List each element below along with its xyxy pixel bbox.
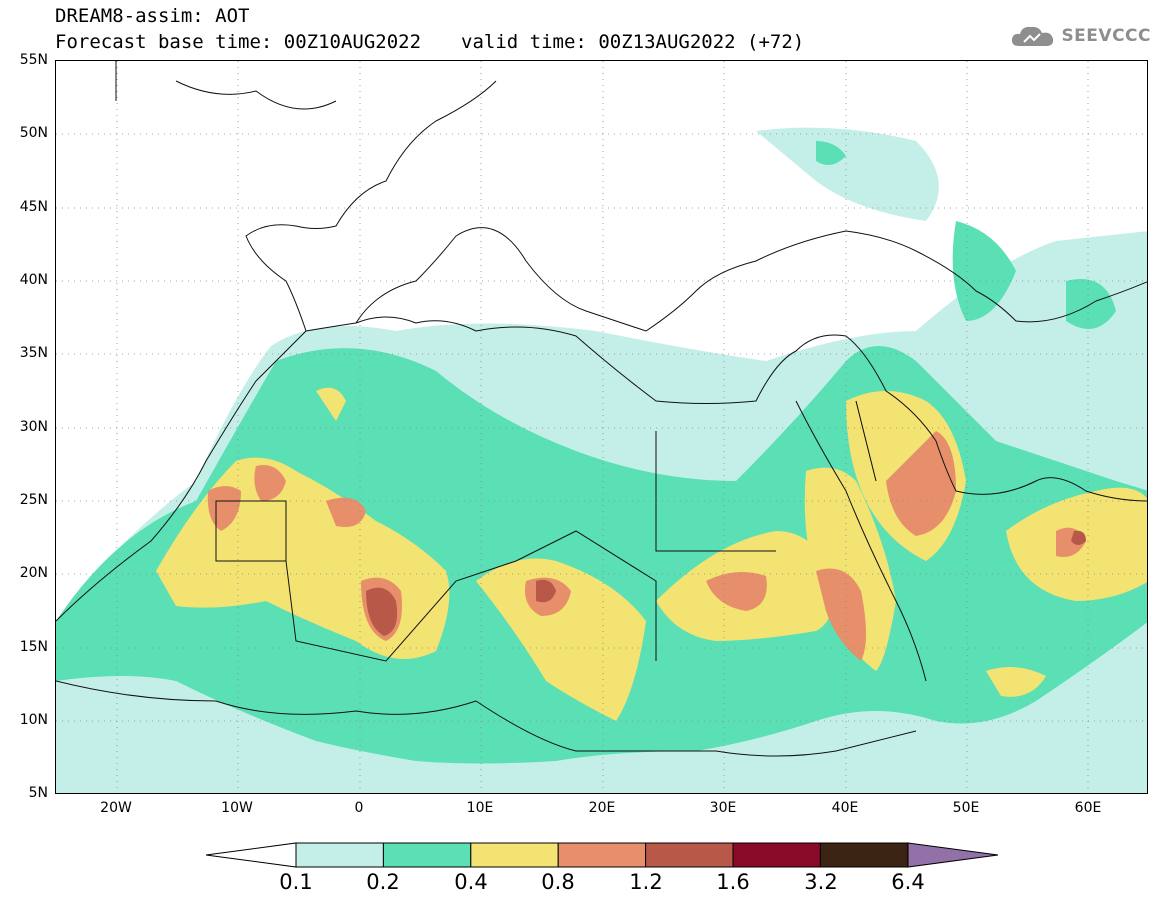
colorbar-box [645, 842, 734, 868]
aot-level-5 [366, 530, 1086, 636]
colorbar-level-label: 0.8 [541, 870, 575, 894]
lon-tick-label: 60E [1074, 800, 1102, 816]
lat-tick-label: 15N [19, 639, 48, 655]
lon-tick-label: 10W [221, 800, 253, 816]
colorbar-box [557, 842, 647, 868]
aot-map [55, 60, 1148, 794]
aot-colorbar [206, 842, 999, 868]
lat-tick-label: 50N [19, 125, 48, 141]
lat-tick-label: 25N [19, 492, 48, 508]
colorbar-upper-arrow [907, 842, 999, 868]
valid-time: valid time: 00Z13AUG2022 (+72) [461, 31, 805, 53]
colorbar-box [295, 842, 384, 868]
lat-tick-label: 10N [19, 712, 48, 728]
colorbar-box [382, 842, 472, 868]
colorbar-level-label: 0.1 [279, 870, 313, 894]
base-time: Forecast base time: 00Z10AUG2022 [55, 31, 422, 53]
colorbar-level-label: 0.4 [454, 870, 488, 894]
colorbar-level-label: 1.6 [716, 870, 750, 894]
colorbar-level-label: 6.4 [891, 870, 925, 894]
lat-tick-label: 55N [19, 52, 48, 68]
colorbar-lower-arrow [206, 842, 297, 868]
chart-title: DREAM8-assim: AOT [55, 5, 250, 27]
lat-tick-label: 45N [19, 199, 48, 215]
logo-text: SEEVCCC [1061, 26, 1151, 46]
lat-tick-label: 30N [19, 419, 48, 435]
lat-tick-label: 35N [19, 345, 48, 361]
lon-tick-label: 40E [831, 800, 859, 816]
colorbar-level-label: 0.2 [366, 870, 400, 894]
lon-tick-label: 10E [466, 800, 494, 816]
lon-tick-label: 20W [100, 800, 132, 816]
lon-tick-label: 50E [952, 800, 980, 816]
lat-tick-label: 40N [19, 272, 48, 288]
aot-level-4 [207, 431, 1086, 661]
seevccc-logo: SEEVCCC [1009, 22, 1151, 50]
colorbar-box [470, 842, 559, 868]
lat-tick-label: 5N [28, 785, 48, 801]
map-canvas [56, 61, 1147, 793]
colorbar-box [819, 842, 909, 868]
lon-tick-label: 20E [588, 800, 616, 816]
cloud-icon [1012, 26, 1054, 46]
colorbar-level-label: 3.2 [804, 870, 838, 894]
lon-tick-label: 0 [354, 800, 364, 816]
colorbar-box [732, 842, 821, 868]
coastlines [56, 61, 1147, 757]
lon-tick-label: 30E [709, 800, 737, 816]
graticule [56, 61, 1147, 793]
lat-tick-label: 20N [19, 565, 48, 581]
colorbar-level-label: 1.2 [629, 870, 663, 894]
forecast-time-line: Forecast base time: 00Z10AUG2022 valid ti… [55, 32, 804, 52]
